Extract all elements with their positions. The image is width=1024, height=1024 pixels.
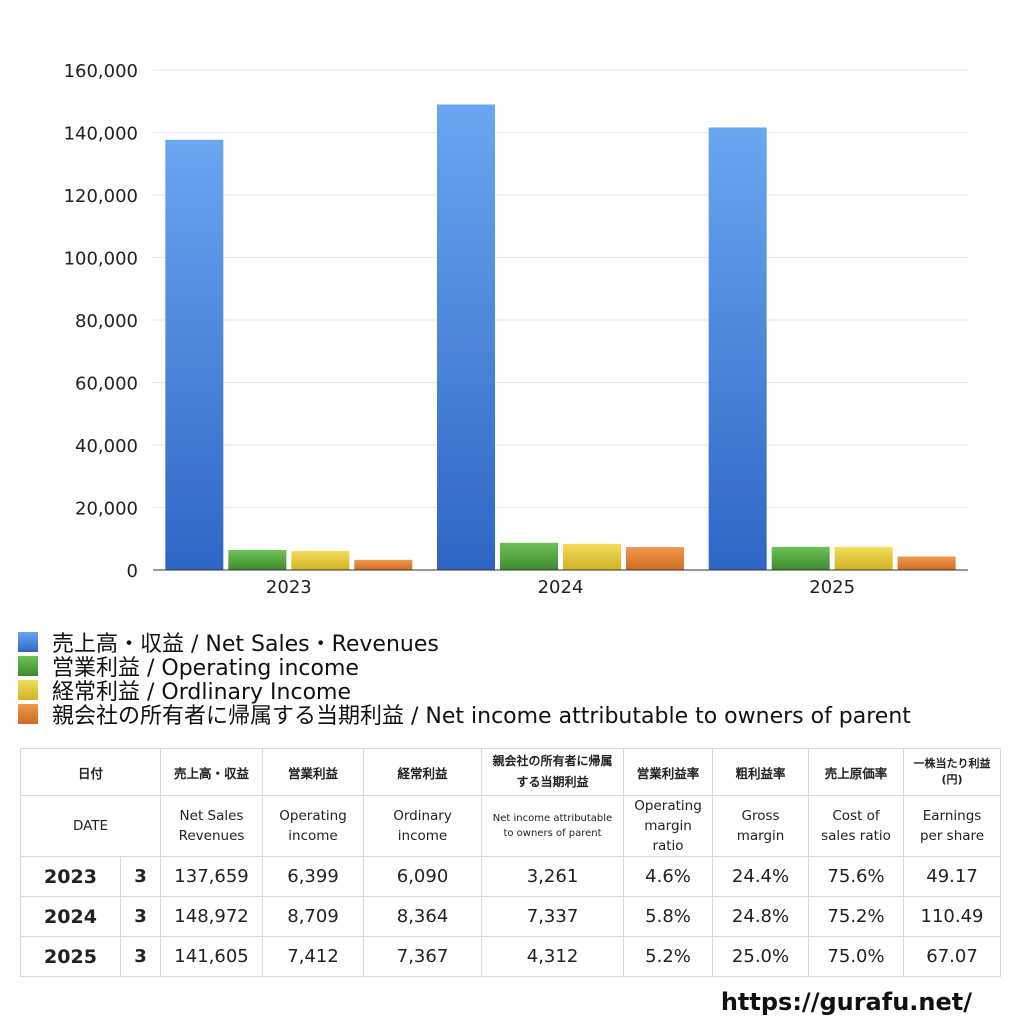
legend-label: 売上高・収益 / Net Sales・Revenues [52, 632, 439, 657]
header-operating-income-jp: 営業利益 [262, 748, 365, 796]
bar-net-income-2025 [897, 556, 956, 570]
table-row: 2025 3 141,605 7,412 7,367 4,312 5.2% 25… [20, 936, 1002, 977]
header-ordinary-income-jp: 経常利益 [363, 748, 483, 796]
source-url[interactable]: https://gurafu.net/ [720, 988, 972, 1016]
cell-eps: 67.07 [903, 936, 1002, 977]
legend-item-net-sales: 売上高・収益 / Net Sales・Revenues [18, 630, 911, 657]
bar-chart: 0 20,000 40,000 60,000 80,000 100,000 120,000 1… [64, 61, 968, 598]
y-tick-label: 160,000 [64, 61, 138, 82]
bar-ordinary-income-2023 [291, 550, 350, 570]
cell-ordinary-income: 8,364 [363, 896, 483, 937]
header-date-jp: 日付 [19, 748, 162, 796]
bar-operating-income-2024 [500, 542, 558, 570]
cell-net-income: 7,337 [481, 896, 625, 937]
y-tick-label: 120,000 [64, 186, 138, 207]
y-tick-label: 80,000 [75, 311, 138, 332]
bar-ordinary-income-2025 [834, 546, 893, 570]
bar-operating-income-2023 [228, 550, 287, 570]
cell-ordinary-income: 7,367 [363, 936, 483, 977]
header-ordinary-income-en: Ordinary income [363, 795, 483, 857]
cell-net-income: 4,312 [481, 936, 625, 977]
legend-label: 経常利益 / Ordlinary Income [52, 680, 351, 705]
cell-operating-income: 7,412 [262, 936, 365, 977]
bar-net-sales-2023 [165, 139, 224, 571]
cell-cost-ratio: 75.2% [808, 896, 905, 937]
header-operating-margin-en: Operating margin ratio [623, 795, 714, 857]
header-gross-margin-jp: 粗利益率 [712, 748, 810, 796]
bar-net-sales-2024 [437, 104, 495, 571]
header-gross-margin-en: Gross margin [712, 795, 810, 857]
x-tick-label: 2024 [538, 577, 584, 598]
legend-label: 営業利益 / Operating income [52, 656, 359, 681]
legend: 売上高・収益 / Net Sales・Revenues 営業利益 / Opera… [18, 630, 911, 729]
cell-operating-income: 8,709 [262, 896, 365, 937]
header-net-sales-jp: 売上高・収益 [160, 748, 264, 796]
cell-gross-margin: 24.8% [712, 896, 810, 937]
legend-swatch [18, 632, 38, 652]
y-tick-label: 40,000 [75, 436, 138, 457]
table-header-en: DATE Net Sales Revenues Operating income… [19, 795, 1002, 857]
x-tick-label: 2025 [809, 577, 855, 598]
cell-gross-margin: 24.4% [712, 856, 810, 897]
financial-table: 日付 売上高・収益 営業利益 経常利益 親会社の所有者に帰属する当期利益 営業利… [19, 748, 1002, 977]
cell-cost-ratio: 75.0% [808, 936, 905, 977]
legend-swatch [18, 704, 38, 724]
y-tick-label: 0 [127, 561, 138, 582]
row-month: 3 [119, 896, 162, 937]
gridlines [153, 69, 968, 508]
y-axis-tick-labels: 0 20,000 40,000 60,000 80,000 100,000 120,000 1… [64, 61, 138, 582]
legend-label: 親会社の所有者に帰属する当期利益 / Net income attributab… [52, 704, 911, 729]
legend-item-operating-income: 営業利益 / Operating income [18, 654, 911, 681]
header-eps-en: Earnings per share [903, 795, 1002, 857]
cell-ordinary-income: 6,090 [363, 856, 483, 897]
legend-swatch [18, 680, 38, 700]
header-date-en: DATE [19, 795, 162, 857]
cell-operating-margin: 4.6% [623, 856, 714, 897]
cell-net-income: 3,261 [481, 856, 625, 897]
legend-swatch [18, 656, 38, 676]
table-header-jp: 日付 売上高・収益 営業利益 経常利益 親会社の所有者に帰属する当期利益 営業利… [19, 748, 1002, 796]
header-cost-ratio-jp: 売上原価率 [808, 748, 905, 796]
table-row: 2024 3 148,972 8,709 8,364 7,337 5.8% 24… [20, 896, 1002, 937]
bars [165, 104, 956, 571]
bar-net-income-2023 [354, 559, 413, 570]
y-tick-label: 60,000 [75, 374, 138, 395]
bar-operating-income-2025 [771, 546, 830, 570]
legend-item-net-income: 親会社の所有者に帰属する当期利益 / Net income attributab… [18, 702, 911, 729]
header-operating-income-en: Operating income [262, 795, 365, 857]
cell-eps: 110.49 [903, 896, 1002, 937]
y-tick-label: 20,000 [75, 499, 138, 520]
bar-net-income-2024 [626, 547, 684, 570]
header-operating-margin-jp: 営業利益率 [623, 748, 714, 796]
cell-operating-margin: 5.2% [623, 936, 714, 977]
cell-gross-margin: 25.0% [712, 936, 810, 977]
cell-operating-margin: 5.8% [623, 896, 714, 937]
row-year: 2024 [20, 896, 121, 937]
row-month: 3 [119, 936, 162, 977]
y-tick-label: 140,000 [64, 124, 138, 145]
y-tick-label: 100,000 [64, 249, 138, 270]
header-net-income-jp: 親会社の所有者に帰属する当期利益 [481, 748, 625, 796]
cell-net-sales: 137,659 [160, 856, 264, 897]
header-net-income-en: Net income attributable to owners of par… [481, 795, 625, 857]
row-year: 2025 [20, 936, 121, 977]
cell-net-sales: 148,972 [160, 896, 264, 937]
table-row: 2023 3 137,659 6,399 6,090 3,261 4.6% 24… [20, 856, 1002, 897]
bar-net-sales-2025 [708, 127, 767, 570]
cell-operating-income: 6,399 [262, 856, 365, 897]
x-tick-label: 2023 [266, 577, 312, 598]
cell-net-sales: 141,605 [160, 936, 264, 977]
header-eps-jp: 一株当たり利益(円) [903, 748, 1002, 796]
header-cost-ratio-en: Cost of sales ratio [808, 795, 905, 857]
cell-eps: 49.17 [903, 856, 1002, 897]
header-net-sales-en: Net Sales Revenues [160, 795, 264, 857]
row-month: 3 [119, 856, 162, 897]
cell-cost-ratio: 75.6% [808, 856, 905, 897]
legend-item-ordinary-income: 経常利益 / Ordlinary Income [18, 678, 911, 705]
bar-ordinary-income-2024 [563, 543, 621, 570]
row-year: 2023 [20, 856, 121, 897]
x-axis-tick-labels: 2023 2024 2025 [266, 577, 855, 598]
